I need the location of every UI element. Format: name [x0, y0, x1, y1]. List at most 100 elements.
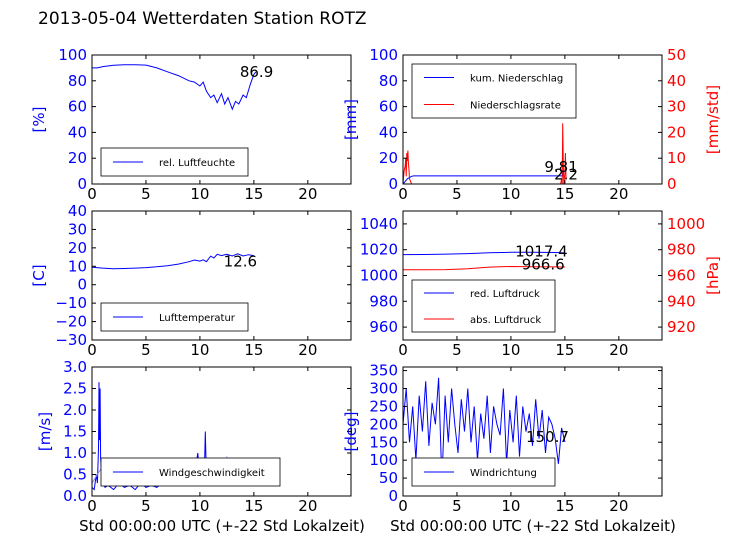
- y-tick-label: −30: [55, 331, 87, 349]
- y2-tick-label: 20: [667, 123, 686, 141]
- y2-tick-label: 980: [667, 241, 696, 259]
- x-tick-label: 20: [609, 341, 628, 359]
- axes-frame: [91, 210, 352, 341]
- y2-axis-label: [mm/std]: [704, 85, 722, 154]
- y-tick-label: 960: [369, 318, 398, 336]
- y-tick-label: 1.5: [63, 423, 87, 441]
- y-tick-label: 1000: [360, 267, 398, 285]
- y-tick-label: 0.0: [63, 487, 87, 505]
- x-tick-label: 20: [609, 497, 628, 515]
- x-tick-label: 5: [452, 185, 462, 203]
- x-tick-label: 5: [141, 341, 151, 359]
- chart-pressure: 0 5 10 15 20 960 980 1000 1020 1040 920 940 960 980 10…: [360, 210, 722, 359]
- y2-tick-label: 0: [667, 175, 677, 193]
- y-tick-label: 60: [379, 98, 398, 116]
- x-tick-label: 0: [398, 185, 408, 203]
- y-tick-label: 0: [77, 175, 87, 193]
- y2-tick-label: 940: [667, 292, 696, 310]
- y-tick-label: 20: [68, 149, 87, 167]
- y-tick-label: 150: [369, 433, 398, 451]
- y-tick-label: 40: [379, 123, 398, 141]
- legend-label: red. Luftdruck: [470, 289, 540, 300]
- x-axis-label-left: Std 00:00:00 UTC (+-22 Std Lokalzeit): [79, 517, 365, 535]
- y2-tick-label: 30: [667, 98, 686, 116]
- x-tick-label: 0: [87, 185, 97, 203]
- legend-label: Windgeschwindigkeit: [159, 468, 265, 479]
- x-tick-label: 5: [452, 341, 462, 359]
- series-line-temperature-0: [92, 253, 254, 270]
- y-tick-label: 3.0: [63, 358, 87, 376]
- y-tick-label: −20: [55, 313, 87, 331]
- y-tick-label: 100: [58, 46, 87, 64]
- y-tick-label: 350: [369, 362, 398, 380]
- y-tick-label: 300: [369, 380, 398, 398]
- legend-label: abs. Luftdruck: [470, 315, 541, 326]
- x-tick-label: 15: [555, 497, 574, 515]
- y-tick-label: 40: [68, 202, 87, 220]
- data-annotation: 12.6: [224, 252, 257, 270]
- y-tick-label: 0: [77, 276, 87, 294]
- y-tick-label: 0: [388, 175, 398, 193]
- x-tick-label: 10: [501, 185, 520, 203]
- y-tick-label: 250: [369, 397, 398, 415]
- y-tick-label: −10: [55, 294, 87, 312]
- data-annotation: 1017.4: [515, 243, 568, 261]
- y-tick-label: 80: [379, 72, 398, 90]
- legend-label: Niederschlagsrate: [470, 101, 561, 112]
- x-tick-label: 10: [190, 341, 209, 359]
- x-tick-label: 10: [190, 497, 209, 515]
- y-tick-label: 80: [68, 72, 87, 90]
- y-tick-label: 1020: [360, 241, 398, 259]
- series-line-pressure-0: [403, 251, 565, 256]
- data-annotation: 9.81: [544, 158, 577, 176]
- y-tick-label: 200: [369, 415, 398, 433]
- series-line-precipitation-1: [403, 123, 567, 184]
- y-tick-label: 980: [369, 292, 398, 310]
- y-tick-label: 1.0: [63, 444, 87, 462]
- axes-frame: [402, 366, 663, 497]
- legend-box: [411, 63, 577, 119]
- x-tick-label: 0: [398, 497, 408, 515]
- y-tick-label: 1040: [360, 215, 398, 233]
- y-tick-label: 0: [388, 487, 398, 505]
- data-annotation: 86.9: [240, 63, 273, 81]
- y2-tick-label: 1000: [667, 215, 705, 233]
- y-tick-label: 60: [68, 98, 87, 116]
- y-tick-label: 2.5: [63, 380, 87, 398]
- legend-label: kum. Niederschlag: [470, 74, 563, 85]
- legend-label: Windrichtung: [470, 468, 537, 479]
- y-axis-label: [%]: [30, 107, 48, 133]
- x-tick-label: 5: [141, 185, 151, 203]
- y-axis-label: [mm]: [342, 99, 360, 140]
- series-line-precipitation-0: [403, 170, 566, 184]
- x-tick-label: 15: [244, 341, 263, 359]
- series-line-pressure-1: [403, 265, 565, 271]
- x-tick-label: 20: [609, 185, 628, 203]
- y2-tick-label: 40: [667, 72, 686, 90]
- y-axis-label: [m/s]: [36, 412, 54, 451]
- y2-tick-label: 50: [667, 46, 686, 64]
- data-annotation: 2.2: [554, 165, 578, 183]
- x-tick-label: 15: [244, 497, 263, 515]
- y-tick-label: 20: [68, 239, 87, 257]
- y-axis-label: [deg]: [342, 412, 360, 452]
- legend-label: rel. Luftfeuchte: [159, 158, 235, 169]
- x-tick-label: 5: [452, 497, 462, 515]
- chart-temperature: 0 5 10 15 20−30−20−10010203040[C]12.6Lufttem…: [30, 202, 352, 359]
- x-tick-label: 20: [298, 341, 317, 359]
- series-line-winddirection-0: [403, 377, 566, 482]
- legend-box: [411, 279, 556, 333]
- x-tick-label: 10: [501, 497, 520, 515]
- x-tick-label: 20: [298, 185, 317, 203]
- x-tick-label: 10: [501, 341, 520, 359]
- x-tick-label: 0: [398, 341, 408, 359]
- axes-frame: [91, 54, 352, 185]
- y-tick-label: 50: [379, 469, 398, 487]
- y-tick-label: 30: [68, 220, 87, 238]
- y-tick-label: 100: [369, 451, 398, 469]
- x-tick-label: 5: [141, 497, 151, 515]
